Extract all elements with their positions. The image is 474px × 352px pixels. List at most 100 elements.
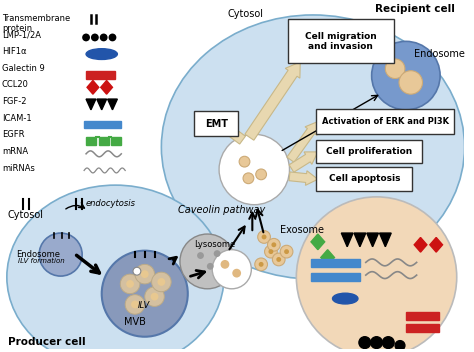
Text: Caveolin pathway: Caveolin pathway [178,206,265,215]
Circle shape [273,253,285,266]
Circle shape [239,156,250,167]
Polygon shape [87,81,99,94]
FancyArrow shape [289,171,318,186]
Circle shape [268,249,273,254]
Circle shape [39,233,82,276]
Circle shape [232,269,241,277]
Text: Endosome: Endosome [414,49,465,59]
Circle shape [157,278,165,286]
Circle shape [100,33,108,42]
Text: LMP-1/2A: LMP-1/2A [2,31,41,40]
Polygon shape [86,99,96,110]
Circle shape [243,173,254,184]
Ellipse shape [7,185,224,352]
Polygon shape [341,233,353,247]
Text: FGF-2: FGF-2 [2,97,27,106]
Circle shape [284,249,289,254]
Circle shape [259,262,264,267]
Circle shape [276,257,281,262]
FancyBboxPatch shape [406,312,439,320]
Circle shape [152,272,171,292]
Polygon shape [108,99,118,110]
Circle shape [214,250,220,257]
Circle shape [256,169,266,180]
Text: Exosome: Exosome [280,225,324,235]
FancyBboxPatch shape [86,137,96,145]
FancyBboxPatch shape [311,273,360,281]
Circle shape [255,258,267,271]
Text: Cell proliferation: Cell proliferation [326,147,412,156]
Circle shape [126,280,134,288]
Text: Cell migration
and invasion: Cell migration and invasion [305,32,377,51]
FancyArrow shape [289,152,318,172]
Circle shape [383,337,394,348]
Text: Transmembrane
protein: Transmembrane protein [2,14,70,33]
Circle shape [385,59,405,78]
Ellipse shape [333,293,358,304]
FancyBboxPatch shape [194,111,238,136]
Text: Recipient cell: Recipient cell [374,4,455,14]
FancyBboxPatch shape [311,259,360,267]
Circle shape [258,231,271,243]
Circle shape [131,301,139,308]
Circle shape [280,245,293,258]
Circle shape [399,71,422,94]
Circle shape [135,264,155,284]
Text: Lysosome: Lysosome [194,240,235,249]
Circle shape [125,295,145,314]
FancyArrow shape [245,62,300,140]
Circle shape [395,341,405,350]
Polygon shape [354,233,366,247]
Text: Cell apoptosis: Cell apoptosis [328,174,400,183]
FancyBboxPatch shape [406,324,439,332]
Text: Activation of ERK and PI3K: Activation of ERK and PI3K [322,117,449,126]
Circle shape [91,33,99,42]
Circle shape [359,337,371,348]
Ellipse shape [86,49,118,59]
Text: MVB: MVB [124,317,146,327]
Circle shape [197,252,204,259]
Text: Cytosol: Cytosol [8,210,44,220]
FancyBboxPatch shape [84,121,121,128]
Text: Endosome: Endosome [16,250,60,258]
Polygon shape [311,234,325,250]
Circle shape [264,245,277,258]
Circle shape [272,242,276,247]
Circle shape [219,134,290,205]
Text: Cytosol: Cytosol [228,9,264,19]
FancyBboxPatch shape [288,19,393,63]
FancyBboxPatch shape [111,137,121,145]
Polygon shape [414,238,427,252]
Circle shape [220,260,229,269]
FancyBboxPatch shape [316,109,454,134]
Polygon shape [101,81,112,94]
Text: EGFR: EGFR [2,130,25,139]
Circle shape [145,287,164,306]
Circle shape [267,238,280,251]
Text: Galectin 9: Galectin 9 [2,64,45,73]
Text: ICAM-1: ICAM-1 [2,114,32,123]
FancyBboxPatch shape [99,137,109,145]
FancyArrow shape [287,121,318,162]
Ellipse shape [161,15,465,279]
Text: CCL20: CCL20 [2,81,29,89]
Polygon shape [97,99,107,110]
FancyBboxPatch shape [86,71,115,78]
Text: Producer cell: Producer cell [8,337,85,347]
Polygon shape [321,250,335,265]
Circle shape [102,251,188,337]
Circle shape [207,263,214,270]
Circle shape [212,250,251,289]
Polygon shape [367,233,379,247]
Circle shape [296,197,457,352]
Text: HIF1α: HIF1α [2,47,27,56]
Text: ILV: ILV [138,301,150,310]
Circle shape [120,274,140,294]
Text: endocytosis: endocytosis [86,199,136,208]
Text: miRNAs: miRNAs [2,164,35,172]
FancyBboxPatch shape [316,140,422,163]
Circle shape [82,33,90,42]
Circle shape [109,33,117,42]
Text: ILV formation: ILV formation [18,258,64,264]
FancyArrow shape [205,113,246,144]
